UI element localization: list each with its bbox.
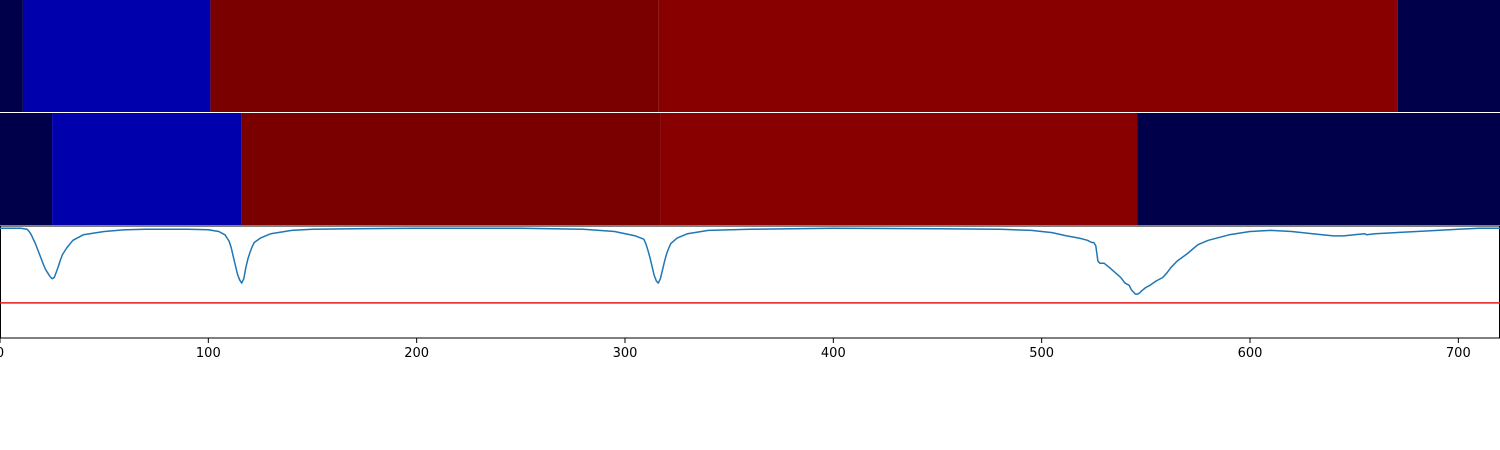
x-tick-label-0: 0: [0, 346, 4, 361]
heatmap-cell-2-2: [52, 113, 242, 225]
line-panel-frame: [0, 225, 1500, 339]
heatmap-row-1: [0, 0, 1500, 112]
heatmap-cell-2-4: [660, 113, 1138, 225]
heatmap-row-2: [0, 113, 1500, 225]
heatmap-cell-1-2: [22, 0, 211, 112]
heatmap-cell-1-1: [0, 0, 23, 112]
heatmap-cell-1-5: [1397, 0, 1500, 112]
x-axis: 0 100 200 300 400 500 600 700: [0, 338, 1471, 361]
x-tick-label-200: 200: [404, 346, 429, 361]
x-tick-label-300: 300: [613, 346, 638, 361]
heatmap-cell-2-3: [241, 113, 661, 225]
heatmap-cell-2-5: [1137, 113, 1500, 225]
x-tick-label-400: 400: [821, 346, 846, 361]
x-tick-label-100: 100: [196, 346, 221, 361]
x-tick-label-600: 600: [1238, 346, 1263, 361]
line-panel: [0, 225, 1500, 339]
x-tick-label-700: 700: [1446, 346, 1471, 361]
heatmap-cell-1-4: [658, 0, 1398, 112]
heatmap-cell-2-1: [0, 113, 53, 225]
series-line: [0, 227, 1500, 295]
heatmap-cell-1-3: [210, 0, 659, 112]
x-tick-label-500: 500: [1029, 346, 1054, 361]
heatmap-rows: [0, 0, 1500, 225]
